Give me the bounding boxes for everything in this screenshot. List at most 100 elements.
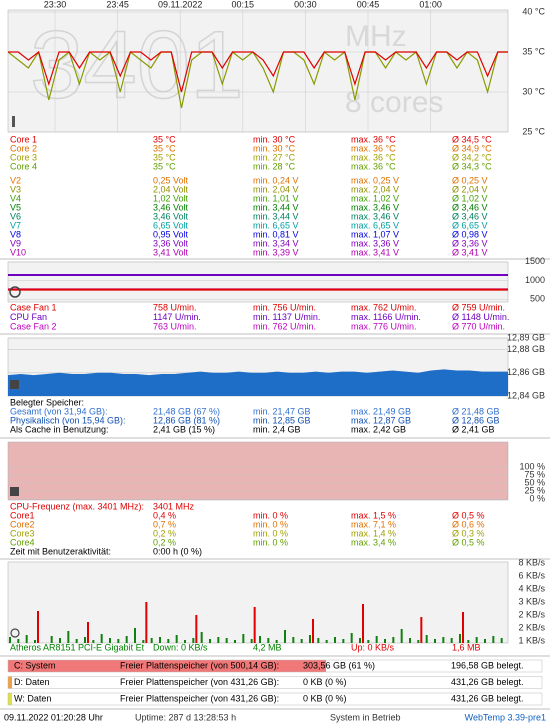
row-value: 1,02 Volt xyxy=(153,193,189,203)
row-max: max. 1,02 V xyxy=(351,193,399,203)
row-value: 0,25 Volt xyxy=(153,175,189,185)
row-value: 6,65 Volt xyxy=(153,220,189,230)
drive-used: 431,26 GB belegt. xyxy=(451,693,524,703)
drive-bar xyxy=(8,660,326,672)
row-min: min. 756 U/min. xyxy=(253,302,316,312)
drive-used: 196,58 GB belegt. xyxy=(451,660,524,670)
row-min: min. 2,04 V xyxy=(253,184,299,194)
net-bar xyxy=(34,640,36,643)
row-min: min. 0,24 V xyxy=(253,175,299,185)
net-bar xyxy=(250,639,253,643)
row-name: V5 xyxy=(10,202,21,212)
row-name: Core 1 xyxy=(10,134,37,144)
net-bar xyxy=(184,640,186,643)
y-tick-label: 2 KB/s xyxy=(518,609,545,619)
time-label: 23:30 xyxy=(44,0,67,9)
row-min: min. 0,81 V xyxy=(253,229,299,239)
drive-marker xyxy=(8,676,12,689)
drive-row-box xyxy=(7,692,543,706)
row-avg: Ø 3,36 V xyxy=(452,238,488,248)
drive-name: D: Daten xyxy=(14,677,50,687)
y-tick-label: 75 % xyxy=(524,469,545,479)
row-avg: Ø 3,46 V xyxy=(452,202,488,212)
fan-icon xyxy=(9,286,21,298)
net-bar xyxy=(87,622,89,643)
row-value: 12,86 GB (81 %) xyxy=(153,415,220,425)
net-bar xyxy=(145,602,148,643)
footer-version: WebTemp 3.39-pre1 xyxy=(465,712,546,722)
row-value: 35 °C xyxy=(153,143,176,153)
row-name: V9 xyxy=(10,238,21,248)
row-max: max. 762 U/min. xyxy=(351,302,417,312)
net-bar xyxy=(150,638,153,643)
net-bar xyxy=(309,635,311,643)
row-avg: Ø 3,46 V xyxy=(452,211,488,221)
row-max: max. 1,4 % xyxy=(351,528,396,538)
net-bar xyxy=(75,639,78,643)
row-max: max. 7,1 % xyxy=(351,519,396,529)
net-bar xyxy=(175,635,178,643)
row-max: max. 21,49 GB xyxy=(351,406,411,416)
net-bar xyxy=(100,634,103,643)
row-value: 35 °C xyxy=(153,152,176,162)
row-value: 0,4 % xyxy=(153,510,176,520)
row-value: 3,46 Volt xyxy=(153,211,189,221)
row-min: min. 2,4 GB xyxy=(253,424,301,434)
mem-heading: Belegter Speicher: xyxy=(10,397,84,407)
row-name: V7 xyxy=(10,220,21,230)
row-min: min. 30 °C xyxy=(253,143,296,153)
net-bar xyxy=(375,636,378,643)
net-bar xyxy=(409,638,411,643)
row-name: Gesamt (von 31,94 GB): xyxy=(10,406,108,416)
net-bar xyxy=(400,629,403,643)
drive-row-box xyxy=(7,676,543,689)
net-name: Atheros AR8151 PCI-E Gigabit Et xyxy=(10,642,145,652)
net-bar xyxy=(117,639,120,643)
row-avg: Ø 0,5 % xyxy=(452,537,485,547)
footer-status: System in Betrieb xyxy=(330,712,401,722)
memory-area xyxy=(8,369,508,396)
row-avg: Ø 34,5 °C xyxy=(452,134,492,144)
time-label: 00:15 xyxy=(232,0,255,9)
row-avg: Ø 770 U/min. xyxy=(452,321,505,331)
net-bar xyxy=(50,636,53,643)
drive-label: Freier Plattenspeicher (von 500,14 GB): xyxy=(120,660,279,670)
net-icon xyxy=(10,628,20,638)
net-bar xyxy=(392,637,395,643)
row-value: 1147 U/min. xyxy=(153,312,201,322)
chart-area xyxy=(7,441,509,501)
watermark: MHz xyxy=(345,20,407,53)
net-bar xyxy=(217,637,220,643)
row-avg: Ø 12,86 GB xyxy=(452,415,500,425)
watermark: 3401 xyxy=(30,11,244,118)
net-bar xyxy=(459,634,461,643)
net-bar xyxy=(362,604,364,643)
time-label: 09.11.2022 xyxy=(158,0,202,9)
net-bar xyxy=(462,612,464,643)
y-tick-label: 500 xyxy=(530,294,545,304)
row-name: V8 xyxy=(10,229,21,239)
net-up-total: 1,6 MB xyxy=(452,642,481,652)
row-name: Physikalisch (von 15,94 GB): xyxy=(10,415,126,425)
chip-icon xyxy=(10,487,19,496)
time-label: 00:45 xyxy=(357,0,380,9)
net-bar xyxy=(317,638,320,643)
row-name: Core1 xyxy=(10,510,35,520)
row-min: min. 762 U/min. xyxy=(253,321,316,331)
row-name: Case Fan 2 xyxy=(10,321,57,331)
row-name: Core 3 xyxy=(10,152,37,162)
net-bar xyxy=(195,615,198,643)
net-bar xyxy=(275,640,278,643)
row-min: min. 6,65 V xyxy=(253,220,299,230)
net-bar xyxy=(500,638,503,643)
row-max: max. 3,46 V xyxy=(351,211,399,221)
row-max: max. 0,25 V xyxy=(351,175,399,185)
row-value: 3,46 Volt xyxy=(153,202,189,212)
net-bar xyxy=(142,640,145,643)
net-bar xyxy=(467,640,470,643)
net-bar xyxy=(312,619,314,643)
y-tick-label: 6 KB/s xyxy=(518,570,545,580)
row-avg: Ø 2,04 V xyxy=(452,184,488,194)
net-bar xyxy=(484,639,486,643)
